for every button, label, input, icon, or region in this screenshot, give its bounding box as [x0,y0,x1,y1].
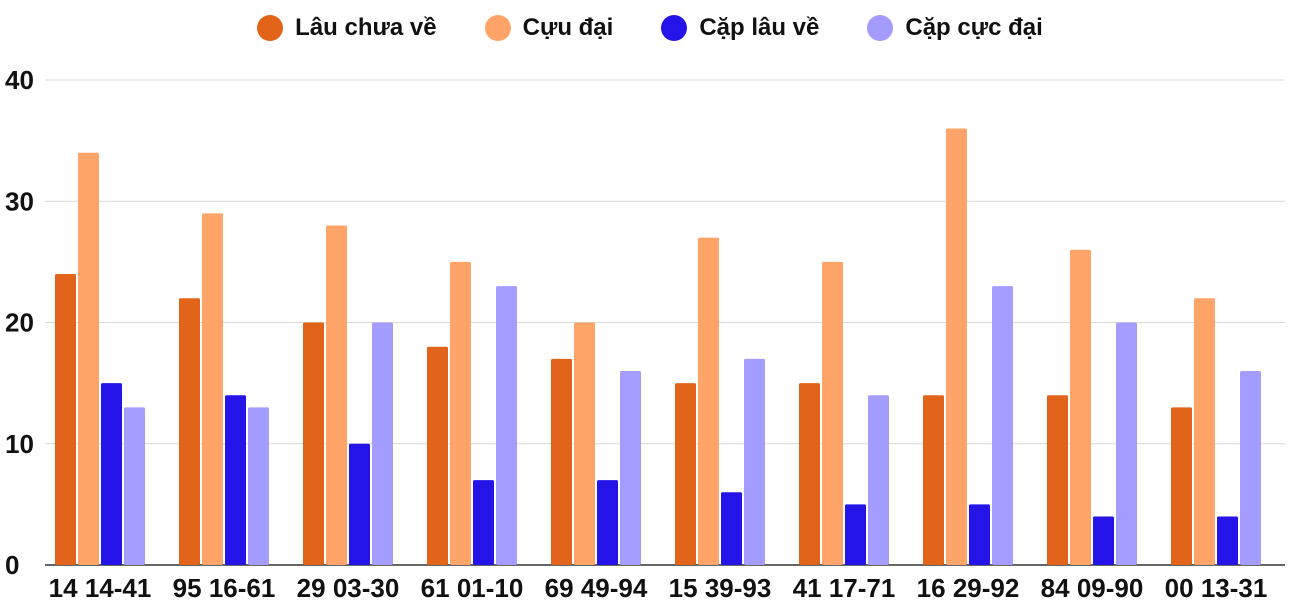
legend-item-lau-chua-ve[interactable]: Lâu chưa về [257,14,437,42]
bar-2-2[interactable] [349,443,370,565]
y-tick-label: 20 [5,308,34,338]
x-category-label: 15 39-93 [669,573,772,600]
legend: Lâu chưa về Cựu đại Cặp lâu về Cặp cực đ… [0,14,1300,42]
x-category-label: 61 01-10 [421,573,524,600]
bar-4-2[interactable] [597,480,618,565]
bar-2-3[interactable] [372,322,393,566]
bar-2-1[interactable] [326,225,347,566]
bar-5-3[interactable] [744,358,765,565]
legend-swatch-cap-lau-ve [661,15,688,41]
bar-2-0[interactable] [303,322,324,566]
x-category-label: 29 03-30 [297,573,400,600]
legend-label-cap-cuc-dai: Cặp cực đại [905,14,1043,41]
x-axis-labels: 14 14-41 95 16-61 29 03-30 61 01-10 69 49-94… [49,573,1268,600]
bar-3-3[interactable] [496,286,517,565]
y-tick-label: 10 [5,429,34,459]
bar-5-0[interactable] [675,383,696,565]
bar-9-3[interactable] [1240,371,1261,565]
bar-1-2[interactable] [225,395,246,565]
bar-7-2[interactable] [969,504,990,565]
legend-label-cap-lau-ve: Cặp lâu về [699,14,820,41]
bar-9-2[interactable] [1217,516,1238,566]
legend-swatch-cap-cuc-dai [867,15,894,41]
x-category-label: 69 49-94 [545,573,648,600]
bar-7-3[interactable] [992,286,1013,565]
y-axis-ticks: 0 10 20 30 40 [5,65,34,580]
legend-swatch-lau-chua-ve [257,15,284,41]
bar-8-0[interactable] [1047,395,1068,565]
bar-4-1[interactable] [574,322,595,566]
bar-8-1[interactable] [1070,249,1091,565]
x-category-label: 84 09-90 [1041,573,1144,600]
bar-3-1[interactable] [450,261,471,565]
legend-label-cuu-dai: Cựu đại [522,14,614,41]
bar-9-0[interactable] [1171,407,1192,565]
bar-6-0[interactable] [799,383,820,565]
bar-8-3[interactable] [1116,322,1137,566]
bar-3-2[interactable] [473,480,494,565]
bar-1-1[interactable] [202,213,223,565]
bar-4-3[interactable] [620,371,641,565]
bar-1-3[interactable] [248,407,269,565]
x-category-label: 95 16-61 [173,573,276,600]
bar-0-2[interactable] [101,383,122,565]
bar-0-3[interactable] [124,407,145,565]
x-category-label: 16 29-92 [917,573,1020,600]
legend-item-cap-lau-ve[interactable]: Cặp lâu về [661,14,819,42]
bar-7-1[interactable] [946,128,967,566]
legend-swatch-cuu-dai [484,15,511,41]
x-category-label: 00 13-31 [1165,573,1268,600]
bar-5-2[interactable] [721,492,742,565]
bar-3-0[interactable] [427,346,448,565]
legend-label-lau-chua-ve: Lâu chưa về [295,14,437,41]
bar-7-0[interactable] [923,395,944,565]
bar-4-0[interactable] [551,358,572,565]
bar-1-0[interactable] [179,298,200,565]
bar-6-3[interactable] [868,395,889,565]
bar-0-1[interactable] [78,152,99,565]
y-tick-label: 30 [5,186,34,216]
x-category-label: 41 17-71 [793,573,896,600]
y-tick-label: 40 [5,65,34,95]
bar-0-0[interactable] [55,274,76,565]
bar-6-1[interactable] [822,261,843,565]
bar-6-2[interactable] [845,504,866,565]
bar-8-2[interactable] [1093,516,1114,566]
legend-item-cap-cuc-dai[interactable]: Cặp cực đại [867,14,1043,42]
bars [55,128,1261,566]
y-tick-label: 0 [5,550,19,580]
x-category-label: 14 14-41 [49,573,152,600]
bar-5-1[interactable] [698,237,719,565]
legend-item-cuu-dai[interactable]: Cựu đại [484,14,614,42]
bar-9-1[interactable] [1194,298,1215,565]
